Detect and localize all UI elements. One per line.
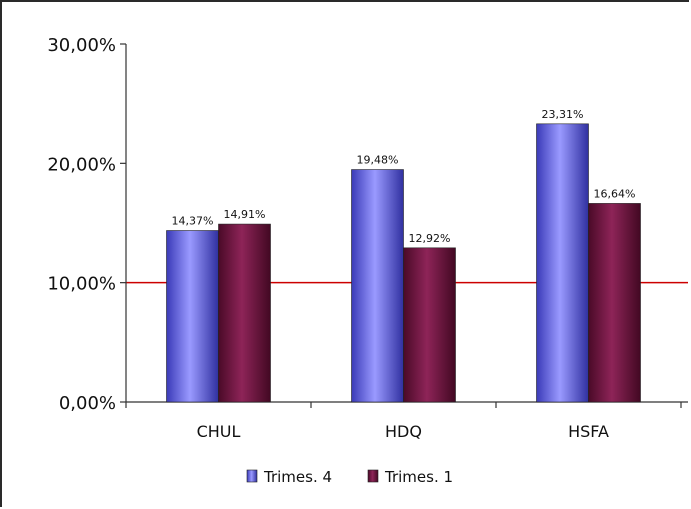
plot-area: 0,00% 10,00% 20,00% 30,00% 14,37% 14,91% CHUL 1… (47, 35, 688, 441)
bar-trimes-4-hdq (351, 169, 404, 403)
legend-label: Trimes. 1 (384, 468, 453, 486)
bar-trimes-4-hsfa (536, 123, 589, 403)
bar-trimes-4-chul (166, 230, 219, 403)
category-label: HSFA (568, 422, 609, 441)
bar-trimes-1-hsfa (588, 203, 641, 403)
bar-trimes-1-chul (218, 223, 271, 403)
bar-trimes-1-hdq (403, 247, 456, 403)
data-label: 23,31% (542, 108, 584, 121)
legend: Trimes. 4 Trimes. 1 (246, 468, 453, 486)
data-label: 14,91% (224, 208, 266, 221)
data-label: 14,37% (172, 215, 214, 228)
category-label: CHUL (197, 422, 241, 441)
legend-label: Trimes. 4 (263, 468, 332, 486)
y-tick-label: 20,00% (47, 154, 116, 175)
data-label: 12,92% (409, 232, 451, 245)
data-label: 16,64% (594, 187, 636, 200)
data-label: 19,48% (357, 154, 399, 167)
category-label: HDQ (385, 422, 422, 441)
y-tick-label: 30,00% (47, 35, 116, 56)
legend-swatch (246, 469, 258, 483)
y-tick-label: 10,00% (47, 274, 116, 295)
y-tick-label: 0,00% (59, 393, 116, 414)
legend-swatch (367, 469, 379, 483)
